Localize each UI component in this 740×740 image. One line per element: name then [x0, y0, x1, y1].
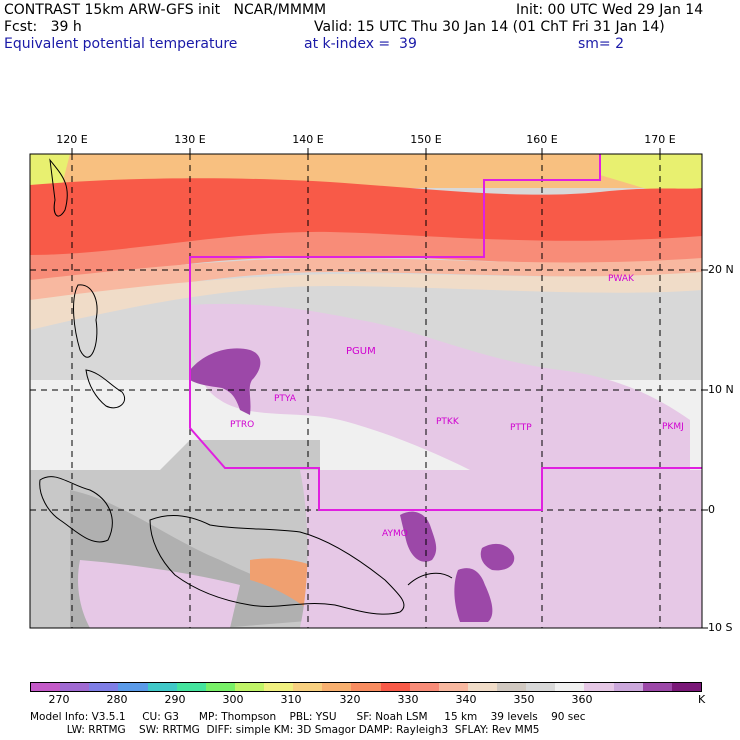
colorbar-label: 280 — [106, 693, 128, 706]
lon-label-150e: 150 E — [410, 133, 442, 146]
station-label: AYMO — [382, 529, 408, 539]
station-label: PTKK — [436, 417, 459, 427]
colorbar-swatch — [322, 683, 352, 691]
colorbar-label: 300 — [222, 693, 244, 706]
colorbar-swatch — [118, 683, 148, 691]
colorbar-swatch — [642, 683, 672, 691]
field-name: Equivalent potential temperature — [4, 36, 238, 52]
map-frame — [29, 153, 703, 629]
lon-label-170e: 170 E — [644, 133, 676, 146]
colorbar-swatch — [264, 683, 294, 691]
colorbar-swatch — [293, 683, 323, 691]
colorbar-swatch — [380, 683, 410, 691]
colorbar-label: 360 — [571, 693, 593, 706]
colorbar-swatch — [467, 683, 497, 691]
station-label: PKMJ — [662, 422, 684, 432]
model-info-line1: Model Info: V3.5.1 CU: G3 MP: Thompson P… — [30, 711, 586, 723]
colorbar-label: 330 — [397, 693, 419, 706]
lon-label-130e: 130 E — [174, 133, 206, 146]
station-label: PTTP — [510, 423, 532, 433]
smoothing-info: sm= 2 — [578, 36, 625, 52]
lon-label-160e: 160 E — [526, 133, 558, 146]
fir-boundary — [189, 154, 702, 511]
colorbar-label: 350 — [513, 693, 535, 706]
lat-label-0: 0 — [708, 503, 715, 516]
colorbar-unit: K — [698, 693, 706, 706]
station-label: PGUM — [346, 346, 376, 357]
lon-label-120e: 120 E — [56, 133, 88, 146]
colorbar-swatch — [60, 683, 90, 691]
header-title: CONTRAST 15km ARW-GFS init NCAR/MMMM — [4, 2, 327, 18]
colorbar-label: 310 — [280, 693, 302, 706]
colorbar — [30, 682, 702, 692]
colorbar-swatch — [351, 683, 381, 691]
header-forecast: Fcst: 39 h — [4, 19, 82, 35]
colorbar-label: 340 — [455, 693, 477, 706]
colorbar-swatch — [555, 683, 585, 691]
colorbar-swatch — [671, 683, 701, 691]
colorbar-swatch — [31, 683, 61, 691]
lat-label-20n: 20 N — [708, 263, 734, 276]
colorbar-label: 270 — [48, 693, 70, 706]
lat-label-10n: 10 N — [708, 383, 734, 396]
colorbar-swatch — [497, 683, 527, 691]
colorbar-swatch — [89, 683, 119, 691]
station-label: PTYA — [274, 394, 296, 404]
lon-label-140e: 140 E — [292, 133, 324, 146]
colorbar-swatch — [147, 683, 177, 691]
colorbar-swatch — [409, 683, 439, 691]
colorbar-label: 320 — [339, 693, 361, 706]
header-init: Init: 00 UTC Wed 29 Jan 14 — [516, 2, 704, 18]
header-valid: Valid: 15 UTC Thu 30 Jan 14 (01 ChT Fri … — [314, 19, 665, 35]
colorbar-swatch — [438, 683, 468, 691]
colorbar-swatch — [205, 683, 235, 691]
station-label: PWAK — [608, 274, 634, 284]
level-info: at k-index = 39 — [304, 36, 417, 52]
colorbar-label: 290 — [164, 693, 186, 706]
colorbar-swatch — [234, 683, 264, 691]
colorbar-swatch — [176, 683, 206, 691]
lat-label-10s: 10 S — [708, 621, 733, 634]
model-info-line2: LW: RRTMG SW: RRTMG DIFF: simple KM: 3D … — [30, 724, 540, 736]
colorbar-swatch — [613, 683, 643, 691]
theta-e-field — [30, 154, 702, 628]
station-label: PTRO — [230, 420, 255, 430]
colorbar-swatch — [584, 683, 614, 691]
colorbar-swatch — [526, 683, 556, 691]
